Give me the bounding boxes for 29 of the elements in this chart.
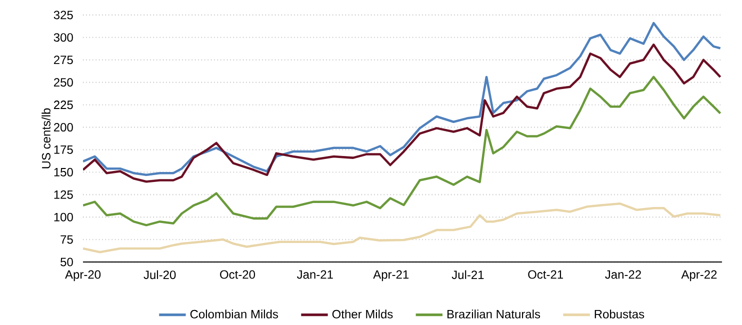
legend-label: Robustas [594, 310, 644, 318]
y-tick-label: 100 [54, 212, 73, 222]
legend-label: Other Milds [332, 310, 393, 318]
y-tick-label: 125 [54, 190, 73, 199]
x-tick-label: Apr-21 [373, 270, 409, 282]
y-tick-label: 275 [54, 56, 73, 64]
y-tick-label: 200 [54, 123, 73, 132]
x-tick-label: Apr-20 [65, 270, 101, 282]
y-tick-label: 300 [54, 33, 73, 42]
y-tick-label: 325 [54, 10, 73, 20]
y-tick-label: 175 [54, 146, 73, 154]
line-series [83, 22, 722, 176]
x-tick-label: Jul-20 [144, 270, 176, 280]
legend-label: Brazilian Naturals [447, 310, 540, 318]
legend-label: Colombian Milds [190, 310, 278, 318]
x-tick-label: Oct-20 [220, 270, 256, 279]
line-series [83, 44, 722, 183]
x-tick-label: Jan-21 [296, 270, 333, 279]
line-series [83, 76, 722, 226]
y-tick-label: 50 [60, 258, 73, 266]
y-axis-title: US cents/lb [42, 108, 50, 168]
y-tick-label: 225 [54, 100, 73, 110]
x-tick-label: Jan-22 [605, 270, 641, 279]
y-tick-label: 250 [54, 78, 73, 87]
y-tick-label: 75 [60, 235, 73, 244]
x-tick-label: Oct-21 [528, 270, 563, 279]
y-tick-label: 150 [54, 168, 73, 176]
x-tick-label: Apr-22 [681, 270, 717, 282]
x-tick-label: Jul-21 [452, 270, 484, 280]
